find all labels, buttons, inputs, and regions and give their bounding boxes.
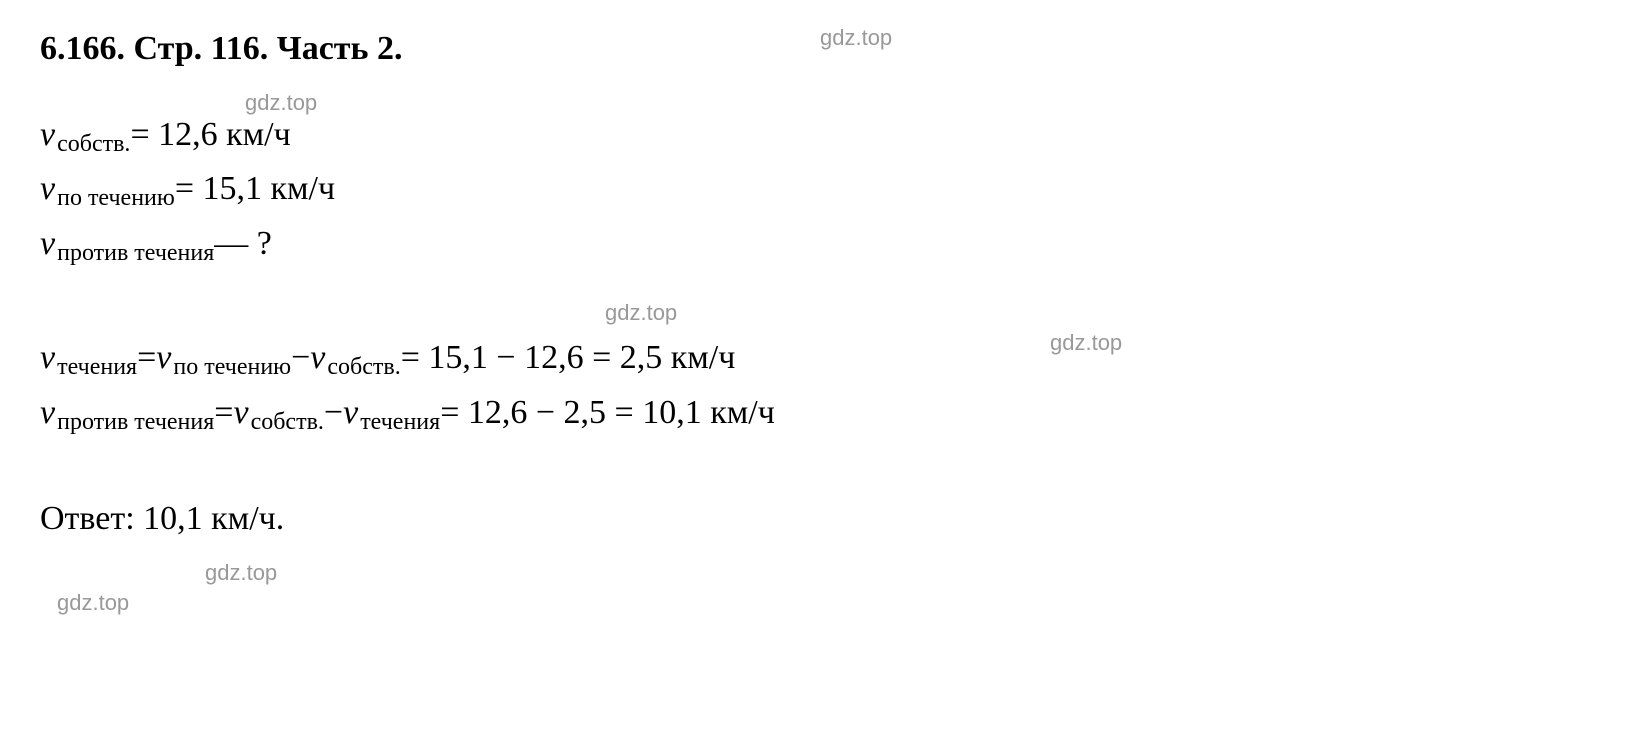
given-line-3: vпротив течения — ?: [40, 217, 1597, 271]
watermark-text: gdz.top: [57, 590, 129, 616]
variable-v: v: [40, 331, 55, 385]
variable-v: v: [233, 386, 248, 440]
variable-v: v: [40, 386, 55, 440]
variable-v: v: [40, 217, 55, 271]
given-block: vсобств. = 12,6 км/ч vпо течению = 15,1 …: [40, 108, 1597, 271]
subscript-text: собств.: [251, 403, 324, 441]
calc-result: = 15,1 − 12,6 = 2,5 км/ч: [401, 331, 736, 385]
subscript-text: по течению: [173, 348, 291, 386]
minus-sign: −: [291, 331, 310, 385]
subscript-text: по течению: [57, 179, 175, 217]
equals-sign: =: [137, 331, 156, 385]
watermark-text: gdz.top: [205, 560, 277, 586]
watermark-text: gdz.top: [605, 300, 677, 326]
calc-line-2: vпротив течения = vсобств. − vтечения = …: [40, 386, 1597, 440]
calc-result: = 12,6 − 2,5 = 10,1 км/ч: [440, 386, 775, 440]
subscript-text: течения: [360, 403, 440, 441]
subscript-text: собств.: [327, 348, 400, 386]
given-line-2: vпо течению = 15,1 км/ч: [40, 162, 1597, 216]
equation-text: = 15,1 км/ч: [175, 162, 335, 216]
calc-line-1: vтечения = vпо течению − vсобств. = 15,1…: [40, 331, 1597, 385]
variable-v: v: [310, 331, 325, 385]
subscript-text: собств.: [57, 125, 130, 163]
answer-text: Ответ: 10,1 км/ч.: [40, 500, 1597, 538]
watermark-text: gdz.top: [245, 90, 317, 116]
equation-text: — ?: [214, 217, 272, 271]
equals-sign: =: [214, 386, 233, 440]
watermark-text: gdz.top: [1050, 330, 1122, 356]
variable-v: v: [40, 162, 55, 216]
given-line-1: vсобств. = 12,6 км/ч: [40, 108, 1597, 162]
subscript-text: против течения: [57, 403, 214, 441]
minus-sign: −: [324, 386, 343, 440]
subscript-text: против течения: [57, 234, 214, 272]
problem-heading: 6.166. Стр. 116. Часть 2.: [40, 30, 1597, 68]
calculation-block: vтечения = vпо течению − vсобств. = 15,1…: [40, 331, 1597, 440]
subscript-text: течения: [57, 348, 137, 386]
equation-text: = 12,6 км/ч: [130, 108, 290, 162]
watermark-text: gdz.top: [820, 25, 892, 51]
variable-v: v: [156, 331, 171, 385]
variable-v: v: [40, 108, 55, 162]
variable-v: v: [343, 386, 358, 440]
